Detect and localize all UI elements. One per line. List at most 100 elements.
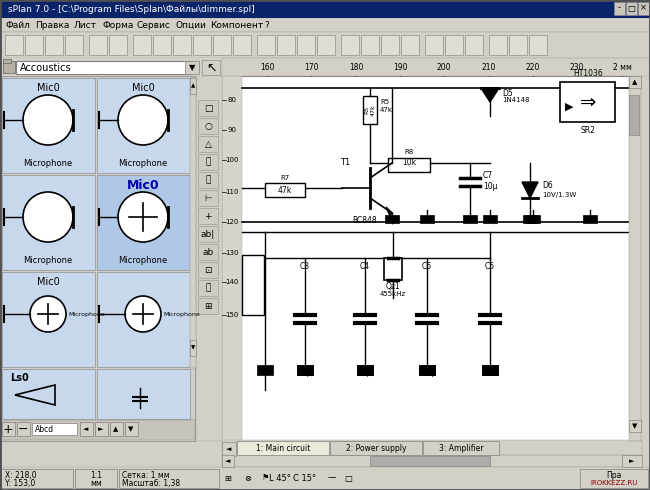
Text: Компонент: Компонент [210,21,263,29]
Bar [445,35,463,55]
Text: 120: 120 [226,219,239,225]
Text: ▲: ▲ [632,79,638,85]
Circle shape [30,296,66,332]
Text: 1:1: 1:1 [90,470,102,480]
Text: R8: R8 [404,149,413,155]
Bar [125,422,138,436]
Bar [95,422,108,436]
Bar [357,365,373,375]
Text: ⚑: ⚑ [261,473,268,483]
Bar [257,365,273,375]
Bar [80,422,93,436]
Text: 160: 160 [260,64,274,73]
Text: −: − [18,422,28,436]
Text: 68p: 68p [358,368,372,376]
Bar [401,35,419,55]
Bar [198,136,218,152]
Text: C7: C7 [483,171,493,179]
Text: Mic0: Mic0 [131,83,155,93]
Text: ▼: ▼ [632,423,638,429]
Polygon shape [386,207,392,216]
Circle shape [118,192,168,242]
Bar [297,365,313,375]
Bar [3,61,15,73]
Text: 130: 130 [226,250,239,256]
Bar [277,35,295,55]
Text: D5: D5 [502,89,513,98]
Text: 2: Power supply: 2: Power supply [346,443,406,452]
Bar [361,35,379,55]
Text: L 45°: L 45° [269,473,291,483]
Text: 100: 100 [226,157,239,163]
Bar [370,456,490,466]
Text: 190: 190 [393,64,408,73]
Bar [580,469,648,488]
Bar [89,35,107,55]
Bar [297,365,313,375]
Text: D6: D6 [542,180,552,190]
Bar [153,35,171,55]
Bar [119,469,219,488]
Text: C5: C5 [485,262,495,270]
Text: SR2: SR2 [580,125,595,134]
Bar [65,35,83,55]
Bar [0,467,650,490]
Bar [489,35,507,55]
Bar [75,469,117,488]
Bar [583,215,597,223]
Text: -: - [618,3,621,13]
Bar [265,183,305,197]
Bar [198,262,218,278]
Text: Сервис: Сервис [136,21,171,29]
Bar [629,76,641,88]
Bar [622,455,642,467]
Bar [626,2,637,15]
Text: C6: C6 [422,262,432,270]
Bar [381,35,399,55]
Text: ▼: ▼ [191,345,195,350]
Bar [190,340,196,356]
Bar [109,35,127,55]
Text: мм: мм [90,479,102,488]
Text: Y: 153,0: Y: 153,0 [5,479,35,488]
Bar [482,365,498,375]
Bar [1,469,73,488]
Bar [202,60,220,75]
Text: Microphone: Microphone [68,312,105,317]
Bar [2,422,15,436]
Text: 🔍: 🔍 [205,284,211,293]
Bar [190,78,196,368]
Bar [523,215,537,223]
Bar [317,35,335,55]
Bar [133,35,151,55]
Text: ↖: ↖ [206,62,216,74]
Bar [198,118,218,134]
Bar [419,365,435,375]
Text: Лист: Лист [74,21,97,29]
Polygon shape [481,88,499,102]
Text: Microphone: Microphone [118,255,168,265]
Text: ►: ► [98,426,104,432]
Bar [185,61,199,74]
Text: —: — [328,473,336,483]
Text: 455kHz: 455kHz [380,291,406,297]
Text: 100r: 100r [481,368,499,376]
Text: ⊗: ⊗ [244,473,252,483]
Bar [198,298,218,314]
Text: Mic0: Mic0 [127,178,159,192]
Bar [614,2,625,15]
Text: Microphone: Microphone [118,158,168,168]
Bar [0,76,195,441]
Bar [420,215,434,223]
Text: ⊞: ⊞ [224,473,231,483]
Text: Accoustics: Accoustics [20,63,72,73]
Text: 1N4148: 1N4148 [502,97,530,103]
Text: 110: 110 [226,189,239,195]
Text: Форма: Форма [103,21,134,29]
Bar [222,455,234,467]
Text: +: + [204,212,212,220]
Text: ◄: ◄ [226,458,231,464]
Bar [560,82,615,122]
Bar [5,35,23,55]
Bar [526,215,540,223]
